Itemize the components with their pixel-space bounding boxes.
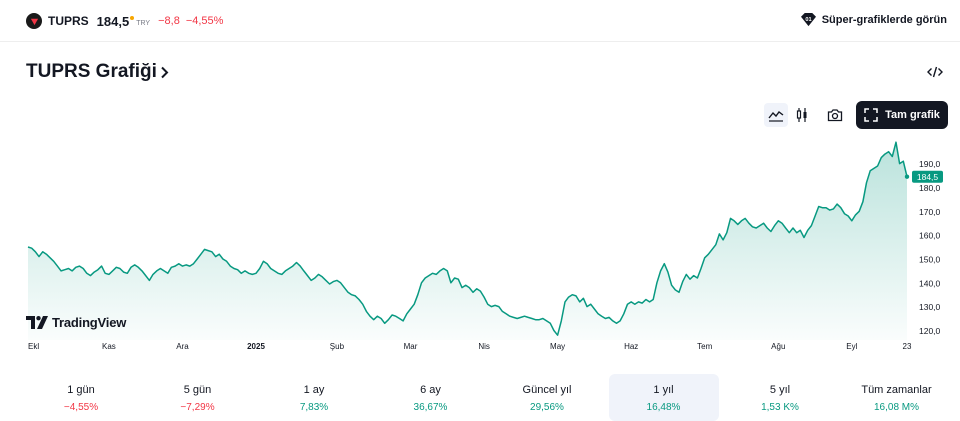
y-axis-tick-label: 150,0 <box>919 255 941 265</box>
period-change: −7,29% <box>180 402 215 413</box>
chart-title-link[interactable]: TUPRS Grafiği <box>26 61 169 83</box>
price-change-percent: −4,55% <box>185 15 224 27</box>
symbol-name: TUPRS <box>48 14 89 28</box>
tradingview-wordmark: TradingView <box>52 315 127 330</box>
period-label: Tüm zamanlar <box>861 384 932 396</box>
snapshot-button[interactable] <box>823 103 847 127</box>
x-axis-tick-label: Ara <box>176 342 189 351</box>
last-price-label: 184,5 <box>917 172 939 182</box>
period-label: Güncel yıl <box>522 384 572 396</box>
period-tab[interactable]: Tüm zamanlar 16,08 M% <box>842 374 952 421</box>
period-tab[interactable]: 1 yıl 16,48% <box>608 374 719 421</box>
tradingview-logo-icon <box>26 316 48 329</box>
period-change: 16,08 M% <box>873 402 920 413</box>
market-status-dot <box>130 15 135 20</box>
period-tabs: 1 gün −4,55% 5 gün −7,29% 1 ay 7,83% 6 ay 36,67… <box>26 374 948 421</box>
y-axis-tick-label: 130,0 <box>919 302 941 312</box>
period-label: 6 ay <box>420 384 441 396</box>
period-label: 1 gün <box>67 384 95 396</box>
candles-icon <box>796 108 807 122</box>
period-change: 36,67% <box>413 402 448 413</box>
area-chart-icon <box>768 111 784 122</box>
x-axis-tick-label: Eyl <box>846 342 857 351</box>
period-label: 5 gün <box>183 384 212 396</box>
embed-code-button[interactable] <box>926 64 944 80</box>
period-tab[interactable]: Güncel yıl 29,56% <box>492 374 602 421</box>
candles-button[interactable] <box>790 103 814 127</box>
period-tab[interactable]: 5 yıl 1,53 K% <box>725 374 835 421</box>
area-chart-button[interactable] <box>764 103 788 127</box>
y-axis-tick-label: 120,0 <box>919 326 941 336</box>
x-axis-tick-label: 23 <box>903 342 912 351</box>
period-tab[interactable]: 1 ay 7,83% <box>259 374 369 421</box>
price-change: −8,8 <box>158 15 180 27</box>
page-title: TUPRS Grafiği <box>26 61 157 82</box>
period-change: 16,48% <box>646 402 681 413</box>
chevron-right-icon <box>161 66 169 78</box>
last-price-badge <box>912 170 943 183</box>
x-axis-tick-label: Ağu <box>771 342 785 351</box>
period-label: 5 yıl <box>769 384 791 396</box>
y-axis-tick-label: 180,0 <box>919 183 941 193</box>
period-change: 7,83% <box>299 402 329 413</box>
period-change: 29,56% <box>530 402 564 413</box>
x-axis-tick-label: Haz <box>624 342 638 351</box>
period-label: 1 ay <box>303 384 325 396</box>
period-tab[interactable]: 6 ay 36,67% <box>376 374 486 421</box>
period-change: 1,53 K% <box>761 402 799 413</box>
x-axis-tick-label: Mar <box>404 342 418 351</box>
period-label: 1 yıl <box>653 384 674 396</box>
price-area-fill <box>28 142 907 340</box>
x-axis-tick-label: Tem <box>697 342 712 351</box>
currency-label: TRY <box>136 20 151 27</box>
x-axis-tick-label: Nis <box>478 342 490 351</box>
super-charts-label: Süper-grafiklerde görün <box>821 13 947 26</box>
svg-text:01: 01 <box>805 17 811 23</box>
price-chart[interactable]: 120,0 130,0 140,0 150,0 160,0 170,0 180,0 190,0… <box>0 130 960 355</box>
y-axis-tick-label: 140,0 <box>919 278 941 288</box>
price-line <box>27 141 908 336</box>
x-axis-tick-label: Şub <box>330 342 345 351</box>
y-axis-tick-label: 190,0 <box>919 159 941 169</box>
x-axis-tick-label: Kas <box>102 342 116 351</box>
camera-icon <box>827 109 843 122</box>
tradingview-logo: TradingView <box>26 315 126 330</box>
symbol-summary: TUPRS 184,5 TRY −8,8 −4,55% <box>26 11 229 31</box>
symbol-logo-icon <box>26 13 42 29</box>
x-axis-tick-label: Ekl <box>28 342 39 351</box>
last-price-dot <box>904 174 910 179</box>
full-chart-button[interactable]: Tam grafik <box>856 101 948 129</box>
period-tab[interactable]: 1 gün −4,55% <box>26 374 136 421</box>
fullscreen-icon <box>864 108 878 122</box>
chart-toolbar: Tam grafik <box>0 101 960 129</box>
period-change: −4,55% <box>63 402 99 413</box>
super-charts-icon: 01 <box>800 12 816 27</box>
y-axis-tick-label: 170,0 <box>919 207 941 217</box>
super-charts-link[interactable]: 01 Süper-grafiklerde görün <box>800 12 947 27</box>
symbol-price: 184,5 <box>96 13 130 29</box>
symbol-header: TUPRS 184,5 TRY −8,8 −4,55% 01 Süper-gra… <box>0 0 960 42</box>
full-chart-label: Tam grafik <box>885 109 940 121</box>
embed-code-icon <box>927 66 943 78</box>
x-axis-tick-label: May <box>550 342 565 351</box>
y-axis-tick-label: 160,0 <box>919 231 941 241</box>
x-axis-tick-label: 2025 <box>247 342 265 351</box>
period-tab[interactable]: 5 gün −7,29% <box>143 374 253 421</box>
